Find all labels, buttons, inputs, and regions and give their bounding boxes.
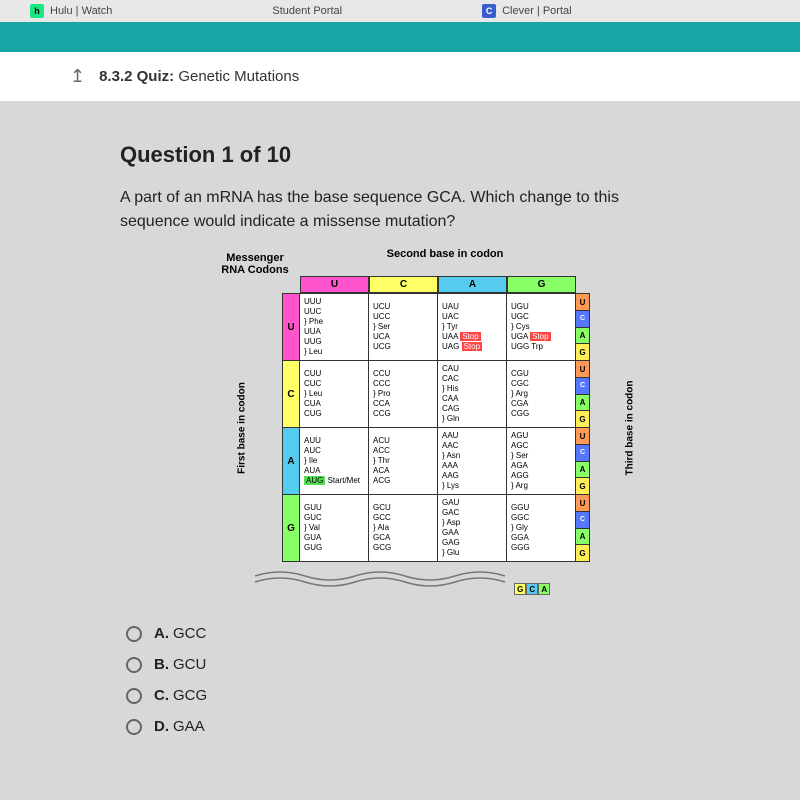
quiz-title: 8.3.2 Quiz: Genetic Mutations xyxy=(99,68,299,85)
third-base-a: A xyxy=(576,328,590,345)
radio-icon[interactable] xyxy=(126,719,142,735)
col-u: U xyxy=(300,276,369,293)
app-header-bar xyxy=(0,22,800,52)
codon-cell: AGUAGC} SerAGAAGG} Arg xyxy=(507,428,576,495)
answer-a[interactable]: A.GCC xyxy=(126,625,680,642)
chart-col-headers: U C A G xyxy=(300,276,590,293)
first-base-U: U xyxy=(282,294,300,361)
quiz-header: ↥ 8.3.2 Quiz: Genetic Mutations xyxy=(0,52,800,102)
chart-top-title: Second base in codon xyxy=(300,248,590,273)
codon-cell: CUUCUC} LeuCUACUG xyxy=(300,361,369,428)
chart-grid: First base in codon Third base in codon … xyxy=(282,293,590,562)
third-base-c: C xyxy=(576,445,590,462)
col-g: G xyxy=(507,276,576,293)
col-c: C xyxy=(369,276,438,293)
codon-cell: GUUGUC} ValGUAGUG xyxy=(300,495,369,562)
content: Question 1 of 10 A part of an mRNA has t… xyxy=(0,102,800,749)
third-base-a: A xyxy=(576,529,590,546)
third-base-g: G xyxy=(576,478,590,495)
radio-icon[interactable] xyxy=(126,657,142,673)
col-a: A xyxy=(438,276,507,293)
codon-cell: ACUACC} ThrACAACG xyxy=(369,428,438,495)
third-base-u: U xyxy=(576,294,590,311)
codon-cell: GCUGCC} AlaGCAGCG xyxy=(369,495,438,562)
codon-cell: AUUAUC} IleAUAAUG Start/Met xyxy=(300,428,369,495)
third-base-g: G xyxy=(576,344,590,361)
first-base-G: G xyxy=(282,495,300,562)
codon-cell: CAUCAC} HisCAACAG} Gln xyxy=(438,361,507,428)
question-text: A part of an mRNA has the base sequence … xyxy=(120,186,680,234)
first-base-A: A xyxy=(282,428,300,495)
tab-hulu[interactable]: h Hulu | Watch xyxy=(0,4,142,18)
codon-cell: CGUCGC} ArgCGACGG xyxy=(507,361,576,428)
third-base-c: C xyxy=(576,311,590,328)
third-base-label: Third base in codon xyxy=(625,381,636,476)
tab-label: Clever | Portal xyxy=(502,5,572,17)
third-base-u: U xyxy=(576,495,590,512)
third-base-u: U xyxy=(576,361,590,378)
codon-chart: Messenger RNA Codons Second base in codo… xyxy=(120,248,680,597)
codon-cell: UAUUAC} TyrUAA StopUAG Stop xyxy=(438,294,507,361)
third-base-a: A xyxy=(576,462,590,479)
browser-tabs: h Hulu | Watch Student Portal C Clever |… xyxy=(0,0,800,22)
answer-d[interactable]: D.GAA xyxy=(126,718,680,735)
third-base-c: C xyxy=(576,512,590,529)
tab-student-portal[interactable]: Student Portal xyxy=(242,5,372,17)
question-counter: Question 1 of 10 xyxy=(120,142,680,168)
codon-cell: AAUAAC} AsnAAAAAG} Lys xyxy=(438,428,507,495)
codon-cell: UUUUUC} PheUUAUUG} Leu xyxy=(300,294,369,361)
tab-clever[interactable]: C Clever | Portal xyxy=(452,4,602,18)
codon-cell: CCUCCC} ProCCACCG xyxy=(369,361,438,428)
radio-icon[interactable] xyxy=(126,626,142,642)
first-base-C: C xyxy=(282,361,300,428)
chart-left-title: Messenger RNA Codons xyxy=(210,248,300,276)
third-base-a: A xyxy=(576,395,590,412)
third-base-g: G xyxy=(576,545,590,562)
answer-b[interactable]: B.GCU xyxy=(126,656,680,673)
codon-cell: GAUGAC} AspGAAGAG} Glu xyxy=(438,495,507,562)
codon-cell: GGUGGC} GlyGGAGGG xyxy=(507,495,576,562)
gca-badge: GCA xyxy=(514,579,550,597)
first-base-label: First base in codon xyxy=(237,382,248,474)
answer-list: A.GCC B.GCU C.GCG D.GAA xyxy=(126,625,680,735)
tab-label: Hulu | Watch xyxy=(50,5,112,17)
radio-icon[interactable] xyxy=(126,688,142,704)
third-base-c: C xyxy=(576,378,590,395)
answer-c[interactable]: C.GCG xyxy=(126,687,680,704)
tab-label: Student Portal xyxy=(272,5,342,17)
third-base-g: G xyxy=(576,411,590,428)
back-arrow-icon[interactable]: ↥ xyxy=(70,66,85,87)
third-base-u: U xyxy=(576,428,590,445)
hulu-icon: h xyxy=(30,4,44,18)
rna-strand-graphic: GCA xyxy=(210,566,590,597)
codon-cell: UCUUCC} SerUCAUCG xyxy=(369,294,438,361)
codon-cell: UGUUGC} CysUGA StopUGG Trp xyxy=(507,294,576,361)
clever-icon: C xyxy=(482,4,496,18)
